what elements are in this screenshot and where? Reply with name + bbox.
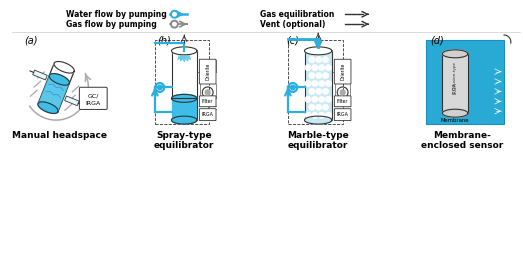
Bar xyxy=(172,51,197,120)
Circle shape xyxy=(315,88,322,95)
Circle shape xyxy=(315,73,322,79)
Circle shape xyxy=(322,104,328,110)
Circle shape xyxy=(170,11,178,18)
Text: Spray-type
equilibrator: Spray-type equilibrator xyxy=(154,131,214,150)
Polygon shape xyxy=(304,47,332,55)
Polygon shape xyxy=(304,116,332,124)
Circle shape xyxy=(305,96,311,103)
Circle shape xyxy=(315,56,322,63)
Circle shape xyxy=(291,85,295,90)
Circle shape xyxy=(319,96,325,103)
Circle shape xyxy=(325,64,332,71)
FancyBboxPatch shape xyxy=(199,59,216,84)
Text: Diffusion-type: Diffusion-type xyxy=(453,61,457,90)
Circle shape xyxy=(305,64,311,71)
Circle shape xyxy=(319,80,325,87)
Text: (d): (d) xyxy=(430,35,445,45)
Text: Marble-type
equilibrator: Marble-type equilibrator xyxy=(287,131,349,150)
Polygon shape xyxy=(33,70,47,80)
FancyBboxPatch shape xyxy=(334,96,351,107)
Circle shape xyxy=(170,20,178,28)
Bar xyxy=(288,40,343,124)
Circle shape xyxy=(319,112,325,118)
Text: (a): (a) xyxy=(24,35,37,45)
Circle shape xyxy=(309,73,315,79)
Text: IRGA: IRGA xyxy=(337,112,349,117)
Text: Vent (optional): Vent (optional) xyxy=(259,20,325,29)
Text: Filter: Filter xyxy=(337,99,348,104)
Circle shape xyxy=(309,56,315,63)
Bar xyxy=(304,51,332,120)
Circle shape xyxy=(305,112,311,118)
Polygon shape xyxy=(38,63,74,112)
Circle shape xyxy=(173,12,176,16)
Polygon shape xyxy=(38,102,58,113)
FancyBboxPatch shape xyxy=(334,109,351,121)
Text: Membrane: Membrane xyxy=(441,118,469,123)
Text: Gas equilibration: Gas equilibration xyxy=(259,10,334,19)
Text: (c): (c) xyxy=(286,35,299,45)
Circle shape xyxy=(173,22,176,26)
FancyBboxPatch shape xyxy=(79,87,107,109)
Circle shape xyxy=(305,80,311,87)
Text: Gas flow by pumping: Gas flow by pumping xyxy=(66,20,156,29)
Circle shape xyxy=(312,64,318,71)
Text: IRGA: IRGA xyxy=(452,82,458,95)
Bar xyxy=(442,54,468,113)
Text: Drierite: Drierite xyxy=(205,63,210,80)
Circle shape xyxy=(322,56,328,63)
Text: Membrane-
enclosed sensor: Membrane- enclosed sensor xyxy=(421,131,503,150)
Circle shape xyxy=(157,85,162,90)
Polygon shape xyxy=(38,75,70,112)
Circle shape xyxy=(312,96,318,103)
Text: Filter: Filter xyxy=(202,99,213,104)
Bar xyxy=(426,40,504,124)
Polygon shape xyxy=(172,47,197,55)
Circle shape xyxy=(312,80,318,87)
Circle shape xyxy=(319,64,325,71)
Circle shape xyxy=(322,73,328,79)
Polygon shape xyxy=(442,109,468,117)
Circle shape xyxy=(309,88,315,95)
FancyBboxPatch shape xyxy=(199,109,216,121)
Circle shape xyxy=(340,90,345,95)
Polygon shape xyxy=(65,96,79,106)
Polygon shape xyxy=(49,74,70,85)
Circle shape xyxy=(325,112,332,118)
Text: IRGA: IRGA xyxy=(86,101,101,106)
Circle shape xyxy=(315,104,322,110)
Circle shape xyxy=(309,104,315,110)
Text: IRGA: IRGA xyxy=(202,112,214,117)
Circle shape xyxy=(322,88,328,95)
Circle shape xyxy=(325,80,332,87)
Polygon shape xyxy=(172,116,197,124)
Text: Water flow by pumping: Water flow by pumping xyxy=(66,10,167,19)
Bar xyxy=(155,40,209,124)
Polygon shape xyxy=(172,94,197,102)
Polygon shape xyxy=(54,61,74,73)
FancyBboxPatch shape xyxy=(199,96,216,107)
Polygon shape xyxy=(442,50,468,58)
Circle shape xyxy=(205,90,210,95)
FancyBboxPatch shape xyxy=(334,59,351,84)
Bar xyxy=(172,98,197,120)
Circle shape xyxy=(312,112,318,118)
Text: Drierite: Drierite xyxy=(340,63,345,80)
Text: Manual headspace: Manual headspace xyxy=(12,131,107,140)
Text: (b): (b) xyxy=(157,35,170,45)
Circle shape xyxy=(325,96,332,103)
Text: GC/: GC/ xyxy=(87,94,99,99)
